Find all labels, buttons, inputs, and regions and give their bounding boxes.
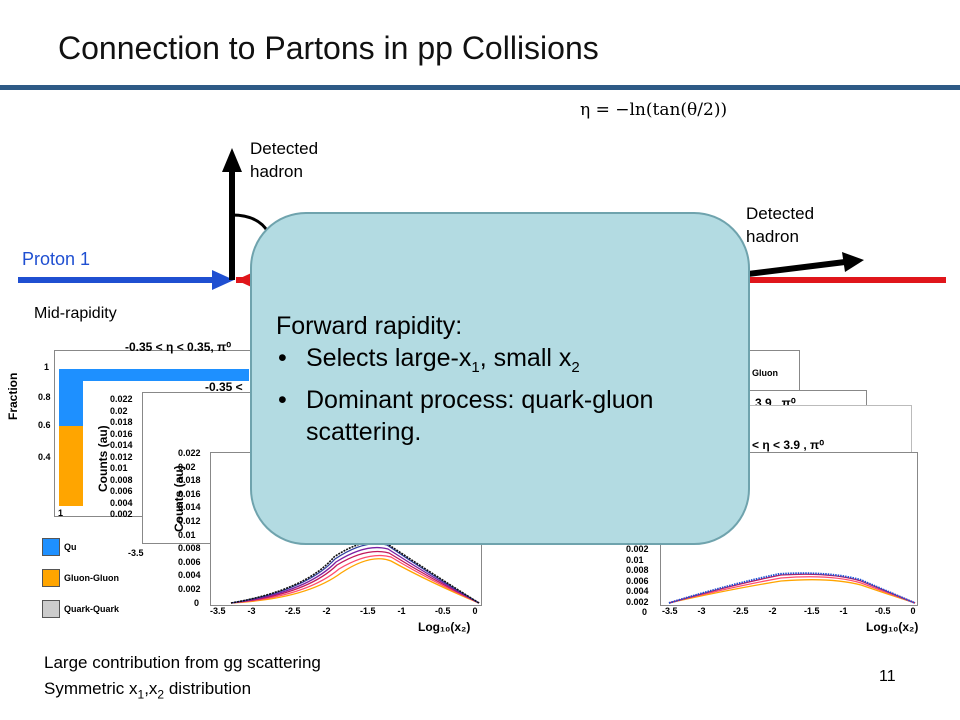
right-counts-tick: 0.004 <box>626 586 649 596</box>
bottom-line-1: Large contribution from gg scattering <box>44 653 321 672</box>
right-counts-plot-mid <box>745 405 912 457</box>
right-counts-tick: 0.01 <box>626 554 644 565</box>
bottom-line-2: Symmetric x1,x2 distribution <box>44 679 252 702</box>
counts-back-tick: 0.008 <box>110 474 133 485</box>
bottom-notes: Large contribution from gg scattering Sy… <box>44 650 321 707</box>
counts-front-tick: 0.022 <box>178 448 201 458</box>
eta-formula: η = −ln(tan(θ/2)) <box>580 100 728 120</box>
counts-front-x-tick: 0 <box>472 606 478 616</box>
counts-back-axis-label: Counts (au) <box>96 425 110 492</box>
right-counts-tick: 0.006 <box>626 575 649 586</box>
counts-front-x-tick: -0.5 <box>435 606 451 616</box>
right-counts-x-tick: -0.5 <box>875 606 891 616</box>
right-counts-x-tick: -3 <box>697 606 706 616</box>
right-counts-x-tick: -1 <box>839 606 848 616</box>
counts-back-tick: 0.02 <box>110 405 128 416</box>
mid-rapidity-label: Mid-rapidity <box>34 305 117 322</box>
right-counts-x-tick: -3.5 <box>662 606 678 616</box>
right-counts-x-tick: 0 <box>910 606 916 616</box>
counts-front-tick: 0.006 <box>178 556 201 567</box>
fraction-tick-0.4: 0.4 <box>38 452 51 462</box>
counts-front-x-tick: -2 <box>322 606 331 616</box>
counts-front-tick: 0.016 <box>178 488 201 499</box>
counts-back-tick: 0.016 <box>110 428 133 439</box>
forward-rapidity-callout: Forward rapidity: Selects large-x1, smal… <box>250 212 750 545</box>
callout-bullet-2: Dominant process: quark-gluon scattering… <box>278 384 736 448</box>
mid-plot-title: -0.35 < η < 0.35, π⁰ <box>125 340 232 354</box>
counts-back-tick: 0.006 <box>110 486 133 496</box>
angle-arc <box>231 213 270 233</box>
right-counts-tick: 0.008 <box>626 565 649 575</box>
right-counts-tick: 0.002 <box>626 596 649 607</box>
counts-front-tick: 0.002 <box>178 584 201 594</box>
counts-front-x-tick: -1 <box>397 606 406 616</box>
right-counts-x-tick: -1.5 <box>804 606 820 616</box>
counts-front-x-tick: -3.5 <box>210 606 226 616</box>
fraction-tick-1: 1 <box>44 362 50 372</box>
counts-plot-back-title: -0.35 < <box>205 380 243 394</box>
counts-back-tick: 0.002 <box>110 509 133 519</box>
legend-swatch-gg <box>42 569 60 587</box>
counts-front-x-label: Log₁₀(x₂) <box>418 620 471 634</box>
counts-back-x-start: -3.5 <box>128 548 144 558</box>
counts-back-tick: 0.01 <box>110 463 128 473</box>
detected-hadron-right-label: Detected hadron <box>746 204 815 246</box>
right-plot-title: < η < 3.9 , π⁰ <box>752 438 825 452</box>
counts-front-curves <box>230 540 480 604</box>
callout-heading: Forward rapidity: <box>276 312 463 340</box>
right-counts-tick: 0 <box>642 607 648 617</box>
counts-back-tick: 0.004 <box>110 497 133 508</box>
counts-front-tick: 0.008 <box>178 543 201 554</box>
counts-front-tick: 0.014 <box>178 502 201 513</box>
counts-front-tick: 0 <box>194 597 200 608</box>
fraction-bar-quark-gluon-side <box>59 381 83 426</box>
fraction-tick-0.8: 0.8 <box>38 392 51 402</box>
forward-hadron-arrow <box>739 259 846 278</box>
right-counts-tick: 0.002 <box>626 544 649 554</box>
slide-title: Connection to Partons in pp Collisions <box>58 30 599 66</box>
fraction-x-one: 1 <box>58 508 64 518</box>
right-counts-x-label: Log₁₀(x₂) <box>866 620 919 634</box>
counts-back-tick: 0.018 <box>110 417 133 427</box>
counts-back-tick: 0.014 <box>110 440 133 450</box>
legend-swatch-qq <box>42 600 60 618</box>
right-counts-curves <box>668 572 916 604</box>
counts-front-x-tick: -2.5 <box>285 606 301 616</box>
counts-back-tick: 0.012 <box>110 451 133 462</box>
legend-label-gg: Gluon-Gluon <box>64 573 119 583</box>
callout-bullet-1: Selects large-x1, small x2 <box>278 342 736 384</box>
right-legend-gluon: Gluon <box>752 368 778 378</box>
legend-label-qq: Quark-Quark <box>64 604 120 614</box>
vertical-hadron-arrowhead <box>222 148 242 172</box>
counts-front-tick: 0.018 <box>178 475 201 486</box>
detected-hadron-left-label: Detected hadron <box>250 139 319 181</box>
legend-label-qg: Qu <box>64 542 77 552</box>
right-counts-x-tick: -2 <box>768 606 777 616</box>
fraction-axis-label: Fraction <box>6 372 20 420</box>
counts-front-tick: 0.004 <box>178 570 201 581</box>
fraction-bar-quark-gluon <box>59 369 249 381</box>
counts-back-tick: 0.022 <box>110 394 133 404</box>
legend-swatch-qg <box>42 538 60 556</box>
counts-front-tick: 0.02 <box>178 461 196 472</box>
title-rule <box>0 85 960 90</box>
forward-hadron-arrowhead <box>842 252 864 272</box>
proton1-label: Proton 1 <box>22 249 91 269</box>
page-number: 11 <box>879 668 896 685</box>
proton1-arrowhead <box>212 270 234 290</box>
counts-front-tick: 0.012 <box>178 516 201 526</box>
fraction-bar-gluon-gluon <box>59 426 83 506</box>
counts-front-x-tick: -1.5 <box>360 606 376 616</box>
counts-front-tick: 0.01 <box>178 529 196 540</box>
right-counts-x-tick: -2.5 <box>733 606 749 616</box>
fraction-tick-0.6: 0.6 <box>38 420 51 430</box>
counts-front-x-tick: -3 <box>247 606 256 616</box>
